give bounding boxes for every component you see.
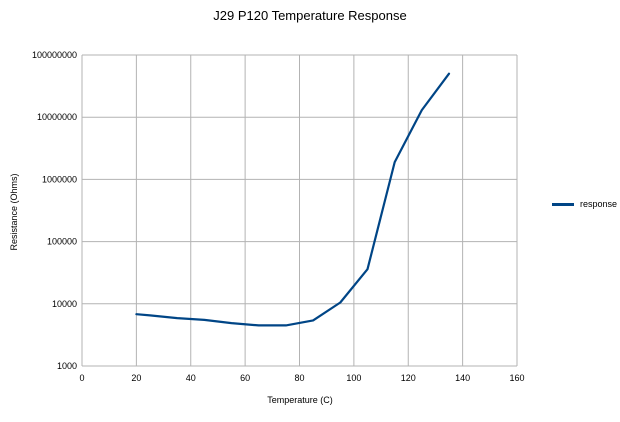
x-tick-label: 80 <box>294 373 304 383</box>
x-tick-label: 60 <box>240 373 250 383</box>
x-tick-label: 140 <box>455 373 470 383</box>
y-tick-label: 100000 <box>47 237 77 247</box>
legend-swatch-response <box>552 202 574 206</box>
x-tick-label: 160 <box>509 373 524 383</box>
x-tick-label: 20 <box>131 373 141 383</box>
legend: response <box>552 199 617 209</box>
x-tick-label: 0 <box>79 373 84 383</box>
x-tick-label: 40 <box>186 373 196 383</box>
x-axis-title: Temperature (C) <box>267 395 333 405</box>
y-tick-label: 100000000 <box>32 50 77 60</box>
legend-label-response: response <box>580 199 618 209</box>
y-tick-label: 1000 <box>57 361 77 371</box>
chart-title: J29 P120 Temperature Response <box>213 8 407 23</box>
series-line-response <box>135 72 451 327</box>
y-tick-label: 1000000 <box>42 174 77 184</box>
x-tick-label: 100 <box>346 373 361 383</box>
y-axis-title: Resistance (Ohms) <box>9 173 19 251</box>
y-tick-label: 10000 <box>52 299 77 309</box>
y-tick-label: 10000000 <box>37 112 77 122</box>
x-tick-label: 120 <box>401 373 416 383</box>
